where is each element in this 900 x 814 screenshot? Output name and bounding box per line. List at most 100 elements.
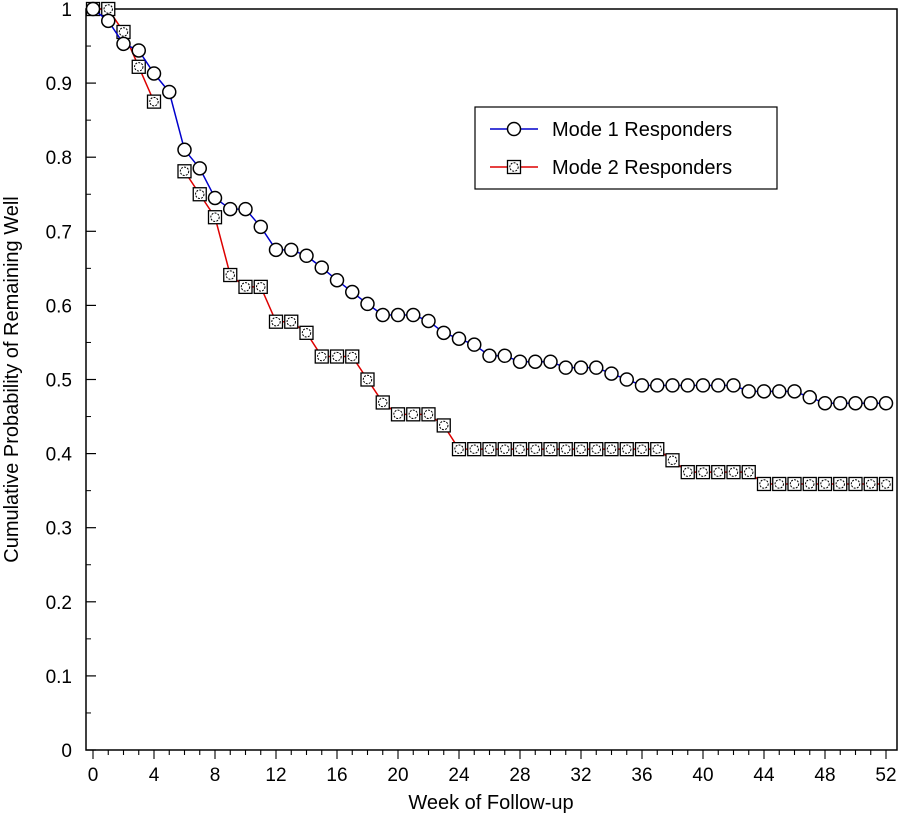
y-tick-label: 0.3 <box>46 519 72 540</box>
mode-2-point <box>787 476 802 492</box>
mode-2-point <box>726 464 741 480</box>
x-tick-label: 24 <box>448 765 470 786</box>
x-tick-label: 48 <box>814 765 835 786</box>
x-tick-label: 12 <box>265 765 286 786</box>
mode-2-point <box>421 407 436 422</box>
mode-2-point <box>680 464 695 480</box>
mode-1-point <box>619 372 634 387</box>
series-layer <box>85 1 894 492</box>
y-tick-label: 0.9 <box>46 74 72 95</box>
legend: Mode 1 Responders Mode 2 Responders <box>474 106 778 190</box>
mode-2-point <box>665 453 680 468</box>
y-tick-label: 1 <box>61 0 72 21</box>
mode-1-point <box>848 395 863 411</box>
mode-2-point <box>146 94 162 109</box>
y-tick-label: 0.2 <box>46 593 72 614</box>
x-tick-label: 4 <box>149 765 160 786</box>
mode-2-point <box>299 325 314 340</box>
mode-1-point <box>711 378 726 393</box>
mode-2-point <box>817 476 833 492</box>
x-tick-label: 32 <box>570 765 591 786</box>
mode-2-point <box>329 349 345 364</box>
mode-1-point <box>101 13 116 29</box>
mode-2-point <box>695 464 711 480</box>
mode-1-point <box>650 378 665 393</box>
mode-2-point <box>101 1 116 17</box>
mode-1-point <box>756 384 772 399</box>
y-tick-label: 0.7 <box>46 222 72 243</box>
mode-1-point <box>390 307 406 323</box>
mode-1-point <box>634 378 650 393</box>
y-axis-title: Cumulative Probability of Remaining Well <box>1 196 23 562</box>
mode-1-point <box>787 384 802 399</box>
mode-1-point <box>512 354 528 369</box>
mode-1-point <box>162 84 177 100</box>
mode-2-point <box>619 442 634 457</box>
mode-2-point <box>223 267 238 283</box>
mode-2-point <box>833 476 848 492</box>
mode-1-point <box>497 348 512 364</box>
mode-2-point <box>207 210 223 225</box>
mode-2-point <box>238 279 253 295</box>
y-tick-label: 0.1 <box>46 667 72 688</box>
mode-1-point <box>680 378 695 393</box>
mode-1-point <box>573 360 589 375</box>
mode-1-point <box>726 378 741 393</box>
mode-1-point <box>192 161 207 176</box>
mode-2-point <box>634 442 650 457</box>
mode-1-point <box>665 378 680 393</box>
mode-2-point <box>375 395 390 410</box>
mode-2-point <box>451 442 467 457</box>
mode-2-point <box>360 372 375 387</box>
legend-marker-mode-1 <box>506 121 522 137</box>
mode-2-point <box>284 314 299 329</box>
x-tick-label: 36 <box>631 765 652 786</box>
mode-1-point <box>360 296 375 312</box>
mode-1-point <box>543 354 558 369</box>
mode-2-point <box>512 442 528 457</box>
mode-2-point <box>711 464 726 480</box>
mode-2-point <box>604 442 619 457</box>
mode-2-point <box>573 442 589 457</box>
y-tick-label: 0.8 <box>46 148 72 169</box>
mode-1-point <box>589 360 604 375</box>
mode-1-point <box>406 307 421 323</box>
mode-2-point <box>558 442 573 457</box>
mode-2-point <box>650 442 665 457</box>
mode-1-point <box>802 390 817 405</box>
mode-1-point <box>375 307 390 323</box>
mode-1-point <box>467 337 482 352</box>
y-tick-label: 0.4 <box>46 445 73 466</box>
mode-2-point <box>467 442 482 457</box>
x-tick-label: 28 <box>509 765 530 786</box>
mode-1-point <box>253 219 268 235</box>
x-tick-label: 0 <box>88 765 99 786</box>
legend-box <box>474 106 778 190</box>
mode-1-point <box>741 384 756 399</box>
mode-2-point <box>863 476 878 492</box>
mode-2-point <box>772 476 787 492</box>
mode-1-point <box>116 36 131 52</box>
mode-1-point <box>238 201 253 217</box>
mode-2-point <box>436 418 451 433</box>
mode-1-point <box>207 190 223 206</box>
x-axis-title: Week of Follow-up <box>408 792 573 814</box>
y-tick-label: 0 <box>61 741 72 762</box>
mode-2-point <box>345 349 360 364</box>
mode-1-point <box>85 1 101 17</box>
mode-2-point <box>878 476 894 492</box>
x-tick-label: 16 <box>326 765 347 786</box>
mode-1-line <box>92 8 886 404</box>
mode-1-point <box>223 201 238 217</box>
mode-1-point <box>268 242 284 258</box>
mode-2-point <box>543 442 558 457</box>
mode-1-point <box>314 260 329 275</box>
x-tick-label: 40 <box>692 765 713 786</box>
mode-1-point <box>528 354 543 369</box>
mode-1-point <box>558 360 573 375</box>
mode-2-point <box>802 476 817 492</box>
mode-2-point <box>314 349 329 364</box>
mode-1-point <box>299 248 314 264</box>
mode-2-point <box>390 407 406 422</box>
